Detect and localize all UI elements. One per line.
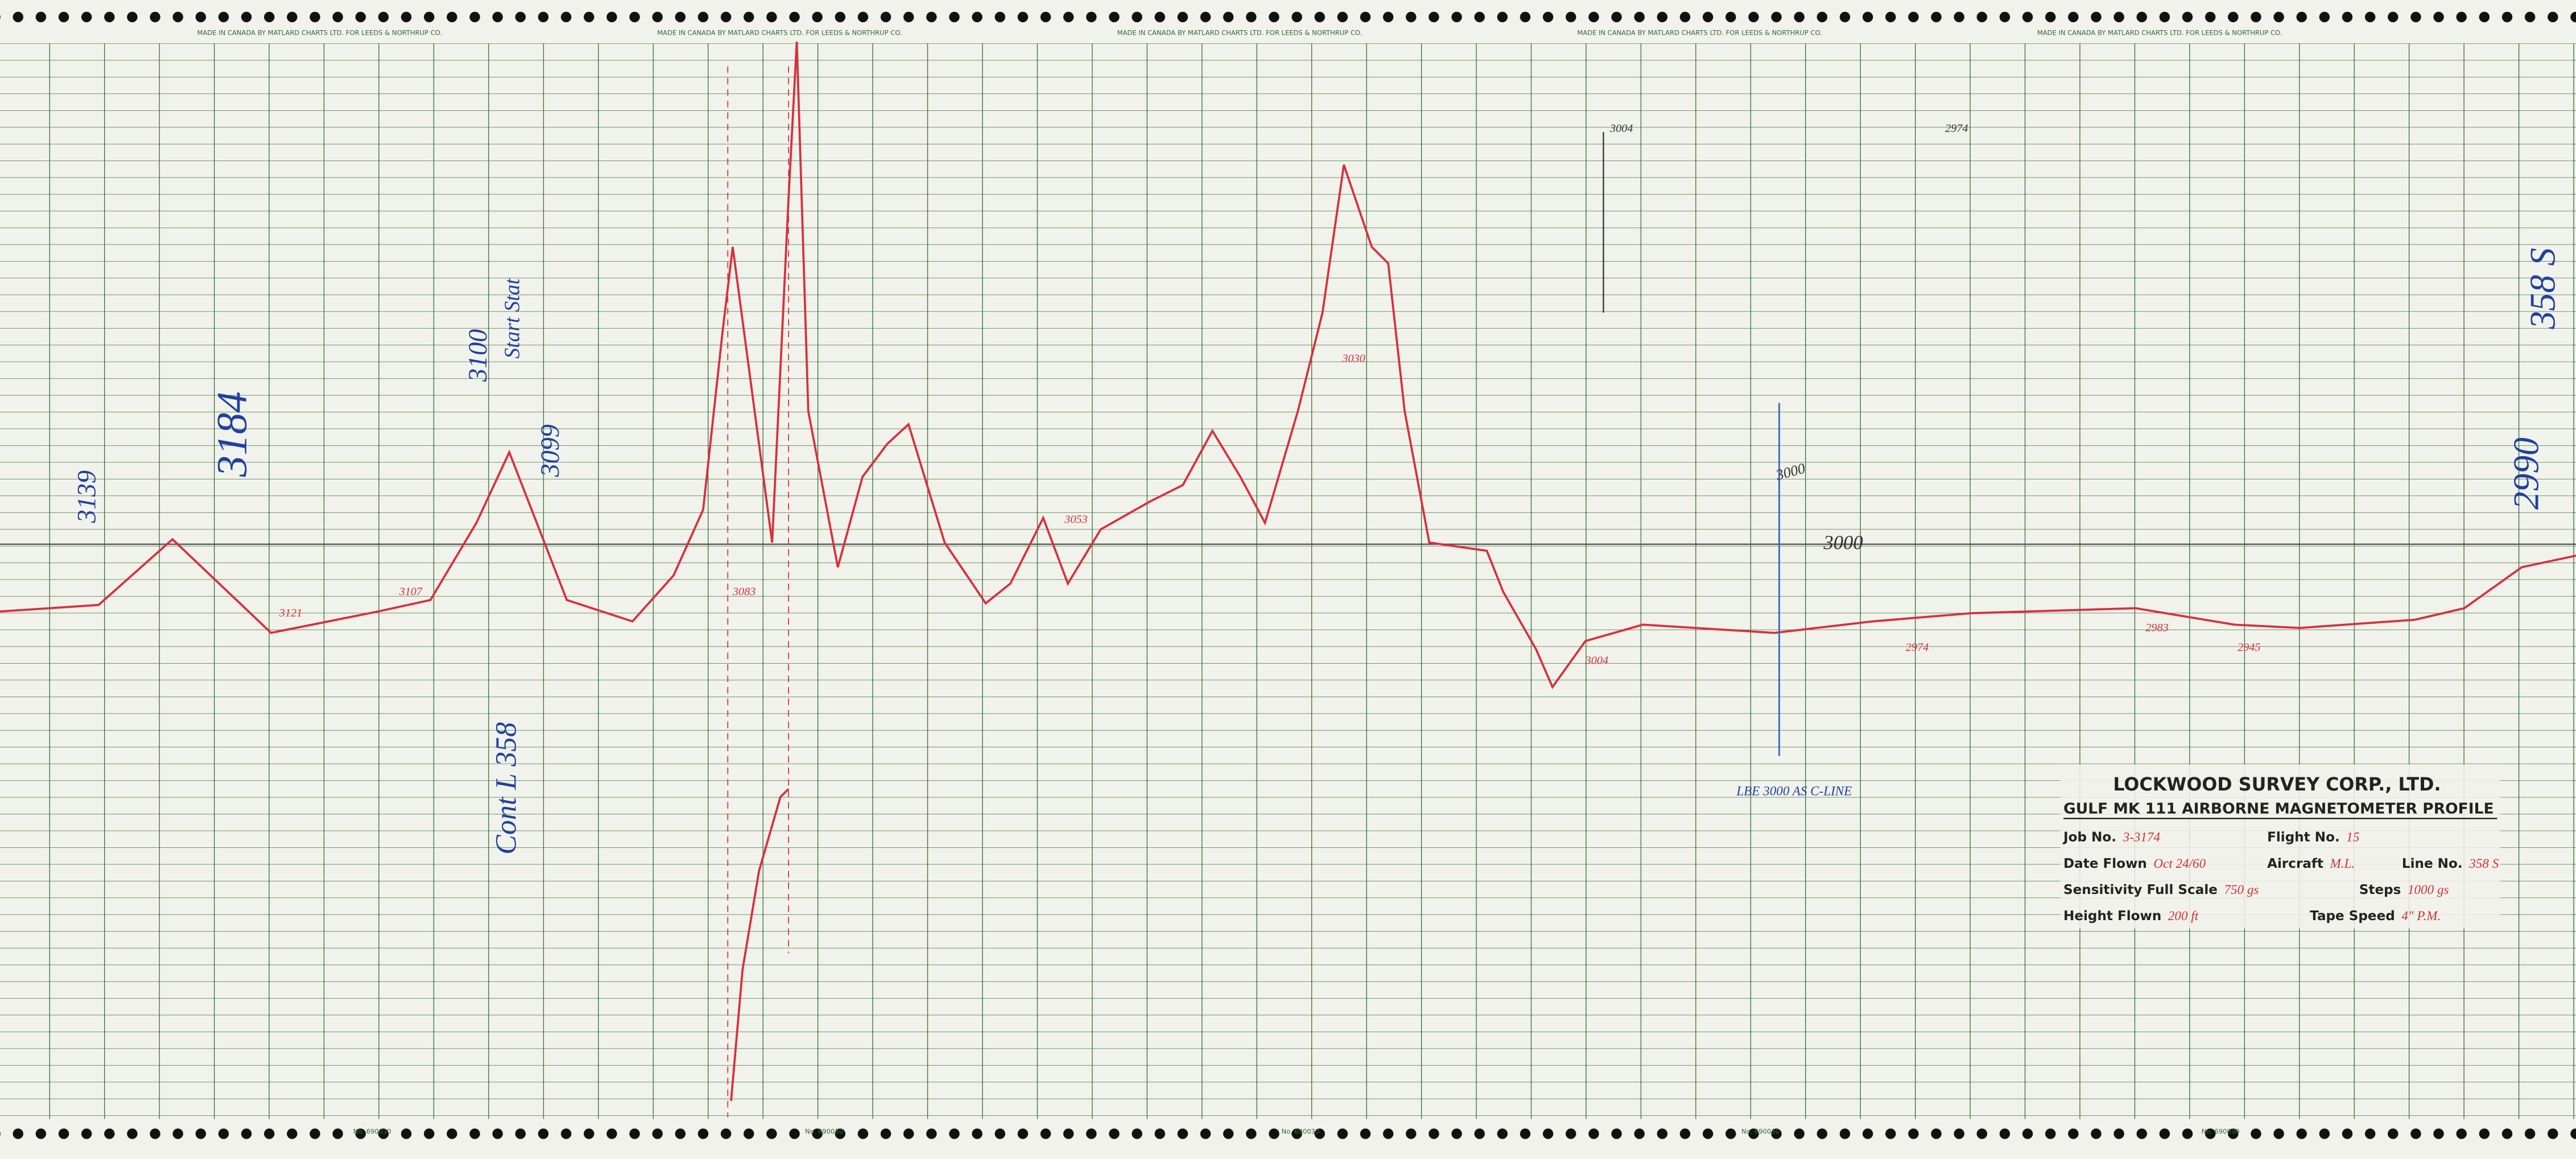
annotation: 3030 (1341, 352, 1365, 365)
annotation: 3184 (209, 391, 256, 477)
edge-print: MADE IN CANADA BY MATLARD CHARTS LTD. FO… (657, 29, 902, 37)
field-label: Steps (2359, 883, 2401, 897)
annotation: 3107 (399, 585, 423, 598)
vertical-grid (0, 43, 2576, 1119)
annotation: 3004 (1609, 122, 1633, 135)
annotation: Cont L 358 (490, 722, 523, 855)
annotation: 3139 (72, 470, 101, 523)
field-label: Sensitivity Full Scale (2063, 883, 2218, 897)
field-value: 15 (2346, 830, 2359, 845)
chart-number: No. 690030 (1741, 1128, 1780, 1136)
chart-number: No. 690030 (1281, 1128, 1319, 1136)
field-label: Flight No. (2267, 830, 2340, 845)
field-label: Aircraft (2267, 856, 2323, 871)
annotation: 3100 (463, 329, 492, 382)
chart-number: No. 690030 (2202, 1128, 2240, 1136)
annotation: Start Stat (501, 278, 525, 358)
field-label: Job No. (2062, 830, 2116, 845)
magnetometer-trace (0, 42, 2576, 689)
field-value: 3-3174 (2123, 830, 2161, 845)
field-label: Date Flown (2063, 856, 2147, 871)
edge-print: MADE IN CANADA BY MATLARD CHARTS LTD. FO… (2037, 29, 2282, 37)
annotation: 2974 (1906, 641, 1929, 654)
field-label: Height Flown (2063, 909, 2161, 924)
field-value: 1000 gs (2408, 882, 2449, 897)
annotation: 3000 (1823, 532, 1863, 554)
company-name: LOCKWOOD SURVEY CORP., LTD. (2113, 775, 2441, 795)
edge-print: MADE IN CANADA BY MATLARD CHARTS LTD. FO… (197, 29, 443, 37)
annotation: LBE 3000 AS C-LINE (1736, 784, 1852, 798)
field-value: Oct 24/60 (2153, 856, 2206, 871)
field-value: 4" P.M. (2401, 908, 2441, 923)
annotation: 2983 (2145, 622, 2168, 634)
profile-title: GULF MK 111 AIRBORNE MAGNETOMETER PROFIL… (2063, 801, 2494, 818)
annotation: 3099 (535, 424, 564, 477)
fields: Job No. 3-3174 Flight No. 15 Date Flown Oct 2… (2062, 830, 2499, 924)
annotation: 3083 (732, 585, 756, 598)
field-value: 358 S (2468, 856, 2499, 871)
sprocket-holes-top (0, 1, 2576, 34)
trace-spike (730, 788, 790, 1102)
annotation: 3004 (1585, 655, 1608, 667)
field-value: 200 ft (2168, 908, 2199, 923)
annotation: 2974 (1945, 122, 1968, 135)
annotation: 358 S (2522, 248, 2562, 330)
title-block-bg (2060, 764, 2501, 929)
sprocket-holes-bottom (0, 1125, 2576, 1158)
chart-number: No. 690030 (353, 1128, 391, 1136)
field-value: 750 gs (2224, 882, 2259, 897)
field-label: Tape Speed (2310, 909, 2395, 924)
annotation: 2990 (2506, 437, 2546, 510)
annotation: 3121 (279, 607, 302, 619)
chart-number: No. 690030 (805, 1128, 843, 1136)
field-value: M.L. (2330, 856, 2355, 871)
annotation: 3053 (1064, 513, 1087, 525)
edge-print: MADE IN CANADA BY MATLARD CHARTS LTD. FO… (1117, 29, 1363, 37)
edge-print: MADE IN CANADA BY MATLARD CHARTS LTD. FO… (1577, 29, 1822, 37)
field-label: Line No. (2402, 856, 2463, 871)
annotation: 2945 (2238, 641, 2260, 654)
